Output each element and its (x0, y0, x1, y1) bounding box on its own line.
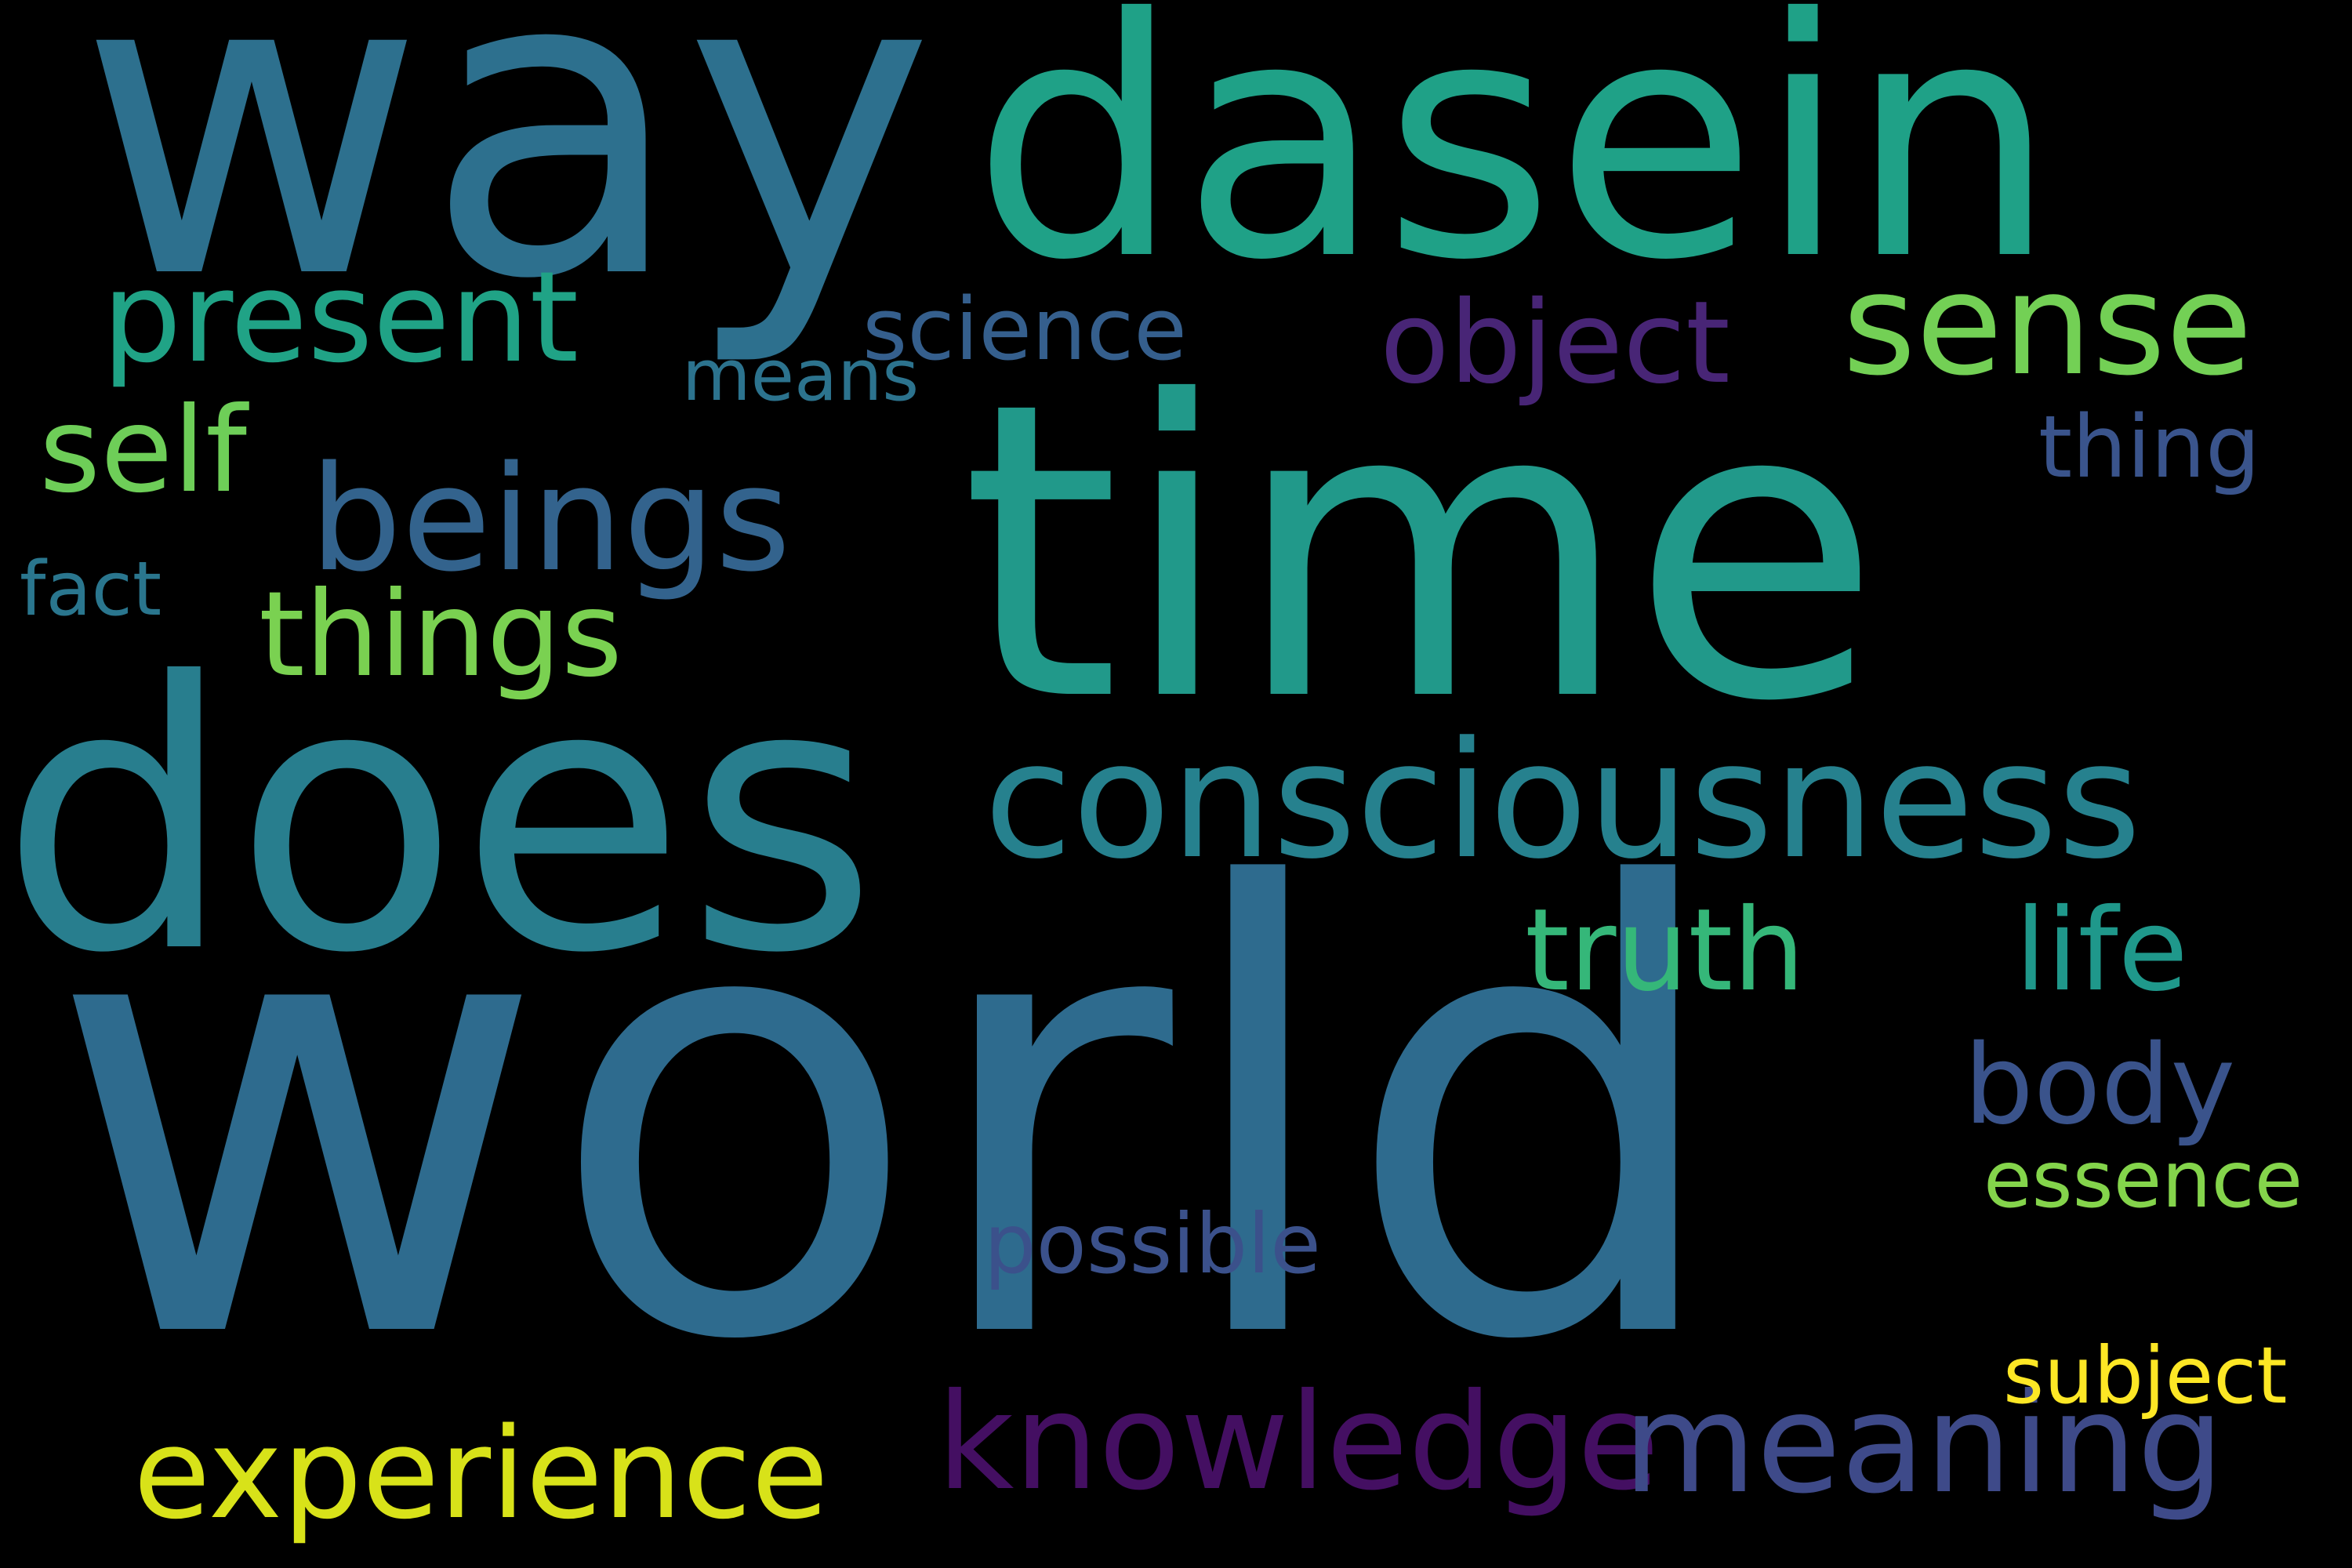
word-dasein: dasein (972, 0, 2058, 332)
word-sense: sense (1842, 243, 2253, 407)
word-meaning: meaning (1623, 1365, 2224, 1524)
word-world: world (47, 761, 1731, 1473)
word-things: things (259, 567, 622, 703)
word-subject: subject (2003, 1330, 2288, 1421)
word-consciousness: consciousness (984, 708, 2142, 895)
word-life: life (2015, 884, 2188, 1017)
word-truth: truth (1525, 884, 1806, 1017)
word-fact: fact (20, 546, 162, 633)
word-means: means (682, 335, 920, 417)
word-thing: thing (2038, 397, 2260, 497)
word-body: body (1964, 1022, 2236, 1149)
word-knowledge: knowledge (937, 1365, 1660, 1520)
word-self: self (39, 383, 247, 519)
word-experience: experience (133, 1400, 829, 1547)
word-does: does (0, 604, 878, 1033)
word-time: time (960, 315, 1882, 790)
word-beings: beings (310, 434, 791, 604)
word-present: present (102, 244, 579, 390)
word-object: object (1380, 277, 1730, 409)
word-essence: essence (1984, 1134, 2303, 1225)
word-science: science (862, 279, 1187, 379)
word-possible: possible (984, 1196, 1321, 1292)
word-way: way (78, 0, 935, 372)
